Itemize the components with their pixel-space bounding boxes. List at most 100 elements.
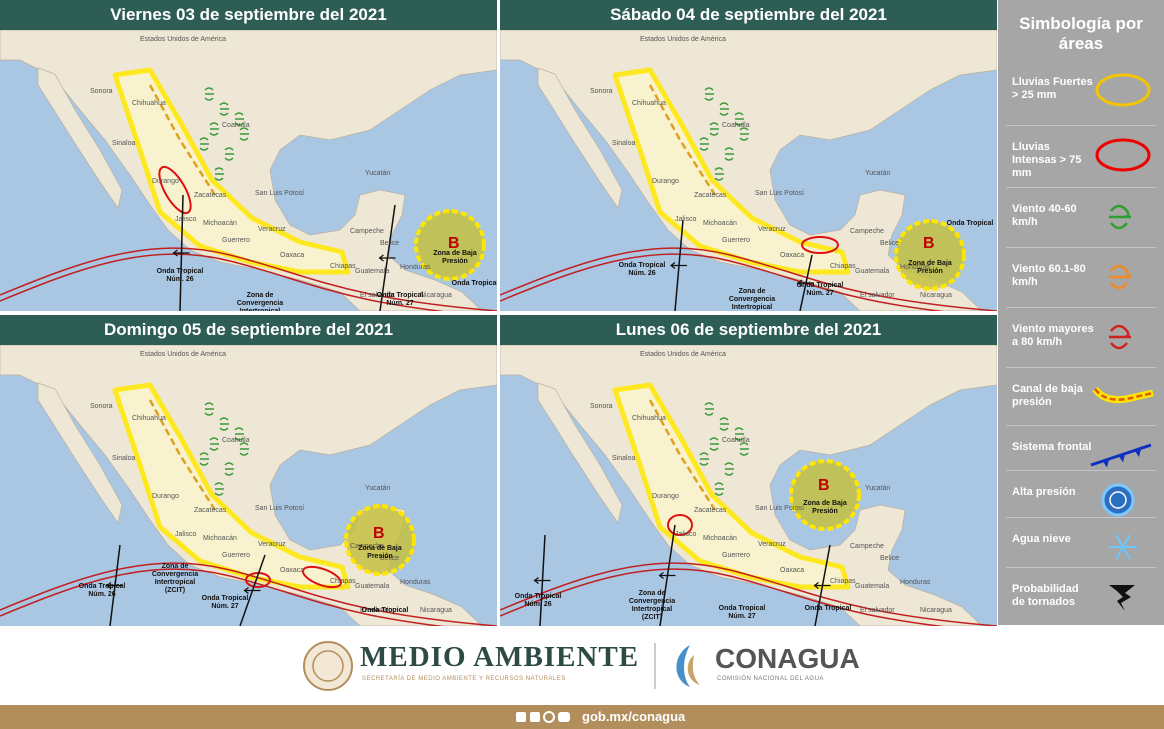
map-label: Yucatán <box>365 170 391 177</box>
map-label: Jalisco <box>675 216 697 223</box>
map-label: Veracruz <box>758 541 786 548</box>
map <box>500 345 997 626</box>
legend-icon <box>1095 73 1151 107</box>
legend-label: Viento 40-60 km/h <box>1012 203 1077 228</box>
map-annotation: Zona de Convergencia Intertropical (ZCIT… <box>728 288 776 311</box>
map-label: Zacatecas <box>194 507 227 514</box>
map-annotation: Onda Tropical <box>451 280 497 287</box>
map-label: El salvador <box>860 607 895 614</box>
map-annotation: Onda Tropical Núm. 27 <box>376 292 424 307</box>
map-label: Honduras <box>900 264 931 271</box>
low-pressure-zone <box>414 209 486 281</box>
map-annotation: Onda Tropical <box>946 220 994 227</box>
map-label: Michoacán <box>703 535 737 542</box>
map-label: Estados Unidos de América <box>640 36 726 43</box>
map-label: Chihuahua <box>632 100 666 107</box>
legend-icon <box>1109 204 1131 230</box>
map-label: Guatemala <box>355 268 390 275</box>
legend-separator <box>1006 425 1156 426</box>
heavy-rain-area <box>158 165 192 215</box>
map-label: Guerrero <box>222 552 251 559</box>
map-annotation: Onda Tropical <box>804 605 852 612</box>
itcz <box>0 568 445 626</box>
legend-separator <box>1006 247 1156 248</box>
legend-icon <box>1094 388 1154 401</box>
wave-arrow <box>172 249 190 257</box>
wind-icon <box>714 482 724 496</box>
wind-icon <box>234 112 244 126</box>
map-annotation: Onda Tropical Núm. 27 <box>201 595 249 610</box>
map-label: Nicaragua <box>920 292 952 299</box>
map-annotation: Onda Tropical Núm. 26 <box>78 583 126 598</box>
panel-title: Lunes 06 de septiembre del 2021 <box>500 315 997 345</box>
itcz <box>500 568 945 626</box>
map-label: Chihuahua <box>132 100 166 107</box>
map-label: Estados Unidos de América <box>140 36 226 43</box>
website[interactable]: gob.mx/conagua <box>582 709 686 724</box>
wind-icon <box>739 442 749 456</box>
map-label: Chiapas <box>830 263 856 270</box>
map-label: El salvador <box>860 292 895 299</box>
wind-icon <box>209 122 219 136</box>
wind-icon <box>199 452 209 466</box>
low-pressure-letter: B <box>818 477 830 494</box>
legend-label: Sistema frontal <box>1012 441 1092 453</box>
panel-title: Domingo 05 de septiembre del 2021 <box>0 315 497 345</box>
low-pressure-letter: B <box>923 235 935 252</box>
commission-subtitle: COMISIÓN NACIONAL DEL AGUA <box>717 676 824 682</box>
map-label: Chiapas <box>330 263 356 270</box>
map-label: Yucatán <box>865 170 891 177</box>
low-pressure-zone <box>789 459 861 531</box>
legend-icon <box>1135 449 1141 457</box>
map-label: Sinaloa <box>612 140 636 147</box>
map-annotation: Zona de Baja Presión <box>358 545 402 560</box>
map-label: Nicaragua <box>420 292 452 299</box>
map-label: Honduras <box>400 264 431 271</box>
map-label: Nicaragua <box>420 607 452 614</box>
map-annotation: Zona de Convergencia Intertropical (ZCIT… <box>236 292 284 311</box>
heavy-rain-area <box>302 565 342 589</box>
wind-icon <box>214 167 224 181</box>
agency-subtitle: SECRETARÍA DE MEDIO AMBIENTE Y RECURSOS … <box>362 676 566 682</box>
map-label: Guerrero <box>722 237 751 244</box>
legend-label: Viento mayores a 80 km/h <box>1012 323 1094 348</box>
map-annotation: Zona de Convergencia Intertropical (ZCIT… <box>628 590 676 621</box>
rain-area <box>112 67 351 275</box>
wind-icon <box>239 127 249 141</box>
map-label: Durango <box>652 178 679 185</box>
map-label: Chiapas <box>830 578 856 585</box>
map-label: Nicaragua <box>920 607 952 614</box>
legend-icon <box>1103 459 1109 468</box>
map-label: Chiapas <box>330 578 356 585</box>
wave-arrow <box>658 572 676 579</box>
itcz <box>500 253 945 311</box>
map-label: Guatemala <box>355 583 390 590</box>
heavy-rain-area <box>667 514 693 536</box>
map-label: Zacatecas <box>694 507 727 514</box>
wind-icon <box>699 137 709 151</box>
wind-icon <box>219 102 229 116</box>
wind-icon <box>704 87 714 101</box>
land <box>37 67 123 209</box>
wind-icon <box>724 147 734 161</box>
wave-arrow <box>378 254 396 262</box>
map-label: Yucatán <box>365 485 391 492</box>
wind-icon <box>199 137 209 151</box>
map-label: Jalisco <box>675 531 697 538</box>
wind-icon <box>239 442 249 456</box>
map-label: Veracruz <box>258 541 286 548</box>
map-label: Coahuila <box>722 122 750 129</box>
map-label: Honduras <box>900 579 931 586</box>
footer: MEDIO AMBIENTE SECRETARÍA DE MEDIO AMBIE… <box>0 625 1164 705</box>
low-pressure-zone <box>894 219 966 291</box>
map-label: Honduras <box>400 579 431 586</box>
map-label: Zacatecas <box>694 192 727 199</box>
map <box>500 30 997 311</box>
itcz <box>0 562 497 626</box>
itcz <box>500 562 997 626</box>
map-annotation: Onda Tropical <box>361 607 409 614</box>
legend-separator <box>1006 307 1156 308</box>
map-label: Coahuila <box>722 437 750 444</box>
map-annotation: Onda Tropical Núm. 26 <box>514 593 562 608</box>
map <box>0 345 497 626</box>
